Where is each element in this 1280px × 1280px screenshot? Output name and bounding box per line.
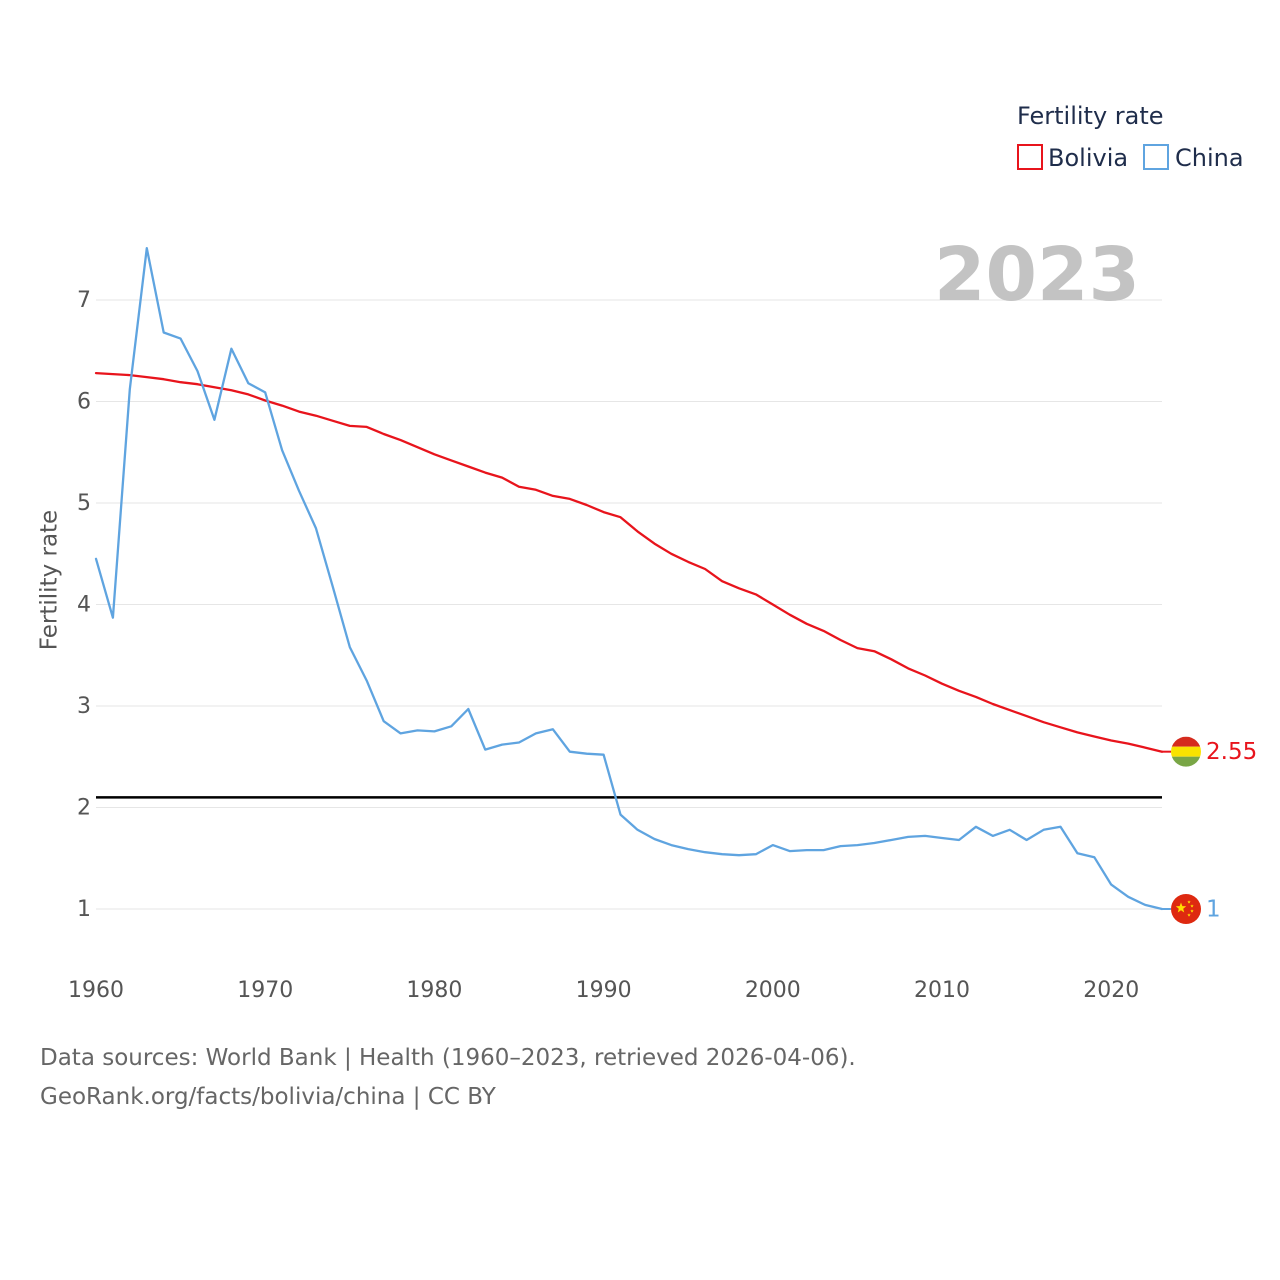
legend-swatch-bolivia bbox=[1017, 144, 1043, 170]
end-value-label-china: 1 bbox=[1206, 897, 1221, 923]
legend: Fertility rate Bolivia China bbox=[1017, 102, 1244, 172]
bolivia-flag-icon bbox=[1171, 736, 1201, 767]
x-axis-ticks: 1960 1970 1980 1990 2000 2010 2020 bbox=[68, 978, 1139, 1003]
data-sources-note: Data sources: World Bank | Health (1960–… bbox=[40, 1045, 856, 1071]
x-tick-label: 1990 bbox=[576, 978, 632, 1003]
y-axis-title: Fertility rate bbox=[37, 510, 63, 650]
x-tick-label: 1960 bbox=[68, 978, 124, 1003]
x-tick-label: 2010 bbox=[914, 978, 970, 1003]
y-tick-label: 7 bbox=[77, 288, 91, 313]
y-tick-label: 3 bbox=[77, 694, 91, 719]
series-line-bolivia bbox=[94, 371, 1164, 753]
x-tick-label: 1970 bbox=[237, 978, 293, 1003]
y-tick-label: 2 bbox=[77, 796, 91, 821]
gridlines bbox=[96, 299, 1162, 910]
y-tick-label: 5 bbox=[77, 491, 91, 516]
legend-item-bolivia[interactable]: Bolivia bbox=[1017, 144, 1128, 172]
x-tick-label: 2020 bbox=[1083, 978, 1139, 1003]
x-tick-label: 2000 bbox=[745, 978, 801, 1003]
attribution-link[interactable]: GeoRank.org/facts/bolivia/china | CC BY bbox=[40, 1084, 496, 1110]
y-axis-ticks: 1 2 3 4 5 6 7 bbox=[77, 288, 91, 922]
legend-title: Fertility rate bbox=[1017, 102, 1164, 130]
end-value-label-bolivia: 2.55 bbox=[1206, 739, 1257, 765]
legend-label-china: China bbox=[1175, 144, 1244, 172]
series-line-china bbox=[94, 247, 1164, 911]
china-flag-icon bbox=[1171, 894, 1201, 924]
y-tick-label: 1 bbox=[77, 897, 91, 922]
current-year-label: 2023 bbox=[934, 232, 1140, 318]
y-tick-label: 6 bbox=[77, 390, 91, 415]
legend-label-bolivia: Bolivia bbox=[1048, 144, 1128, 172]
legend-item-china[interactable]: China bbox=[1143, 144, 1244, 172]
end-labels: 2.55 1 bbox=[1162, 736, 1257, 924]
series-lines bbox=[94, 247, 1164, 911]
x-tick-label: 1980 bbox=[406, 978, 462, 1003]
legend-swatch-china bbox=[1143, 144, 1169, 170]
y-tick-label: 4 bbox=[77, 593, 91, 618]
